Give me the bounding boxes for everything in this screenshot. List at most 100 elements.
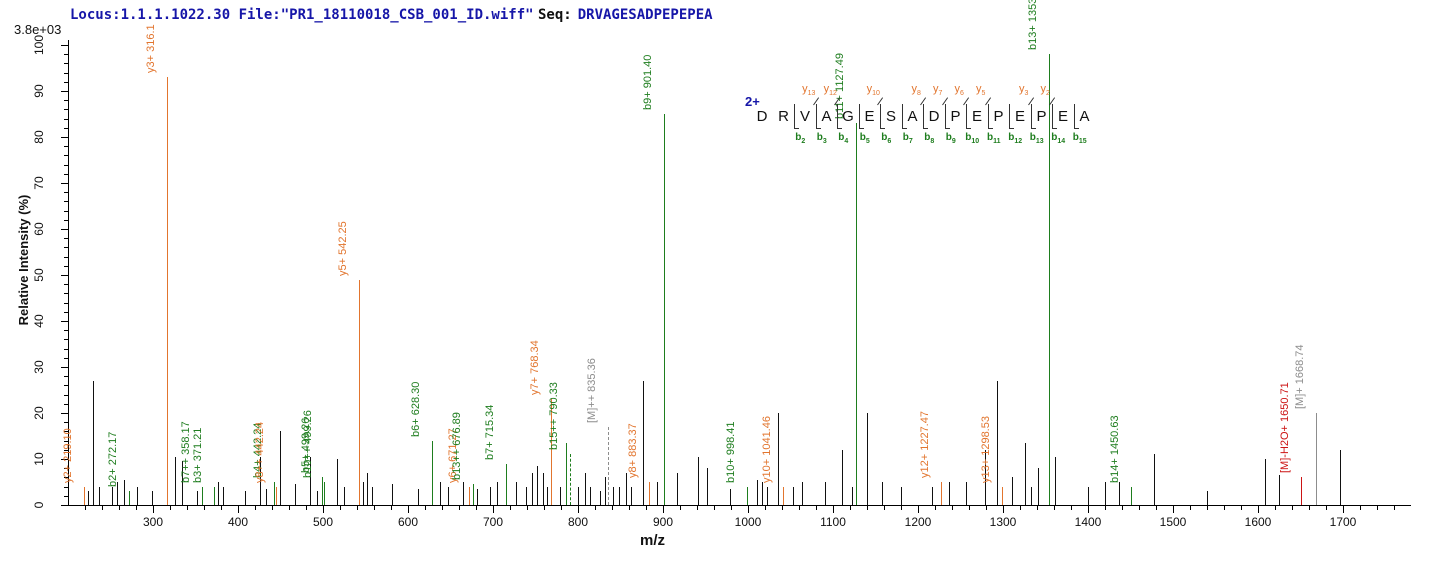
x-minor-tick — [221, 506, 222, 510]
b-ion-label: b5 — [859, 132, 870, 145]
x-minor-tick — [935, 506, 936, 510]
peak — [648, 482, 650, 505]
residue-letter: R — [778, 108, 789, 125]
peak — [608, 426, 610, 505]
x-minor-tick — [595, 506, 596, 510]
peak — [600, 491, 602, 505]
x-tick-label: 1100 — [820, 515, 846, 529]
peak — [965, 482, 967, 505]
b-ion-label: b3 — [816, 132, 827, 145]
peak — [824, 482, 826, 505]
peak — [515, 482, 517, 505]
x-tick-label: 1600 — [1244, 515, 1272, 529]
peak-label: [M]-H2O+ 1650.71 — [1279, 382, 1292, 474]
peak — [447, 486, 449, 505]
x-minor-tick — [1241, 506, 1242, 510]
y-minor-tick — [64, 376, 68, 378]
peak — [1088, 486, 1089, 505]
y-minor-tick — [64, 339, 68, 341]
x-tick-label: 900 — [652, 515, 674, 529]
peak — [1301, 477, 1303, 505]
x-minor-tick — [1309, 506, 1310, 510]
y-ion-label: y8 — [911, 83, 921, 98]
residue-letter: A — [821, 108, 832, 125]
x-minor-tick — [272, 506, 273, 510]
fragment-divider — [794, 104, 796, 129]
y-tick-label: 60 — [32, 222, 46, 236]
fragment-divider — [987, 104, 989, 129]
y-minor-tick — [64, 238, 68, 240]
b-ion-foot — [944, 128, 950, 129]
peak — [948, 482, 950, 505]
x-major-tick — [918, 506, 919, 513]
x-minor-tick — [816, 506, 817, 510]
peak-label: y8+ 883.37 — [626, 423, 639, 478]
peak — [473, 484, 475, 505]
peak — [642, 380, 644, 505]
y-tick-label: 10 — [32, 452, 46, 466]
y-minor-tick — [64, 127, 68, 129]
peak — [129, 491, 131, 505]
x-minor-tick — [204, 506, 205, 510]
peak-label: b6+ 628.30 — [410, 381, 423, 437]
x-tick-label: 1300 — [989, 515, 1017, 529]
peak — [275, 486, 277, 505]
y-minor-tick — [64, 403, 68, 405]
y-minor-tick — [64, 118, 68, 120]
peak — [367, 472, 369, 505]
peak — [802, 482, 804, 505]
peak — [1054, 456, 1056, 505]
x-minor-tick — [969, 506, 970, 510]
peak — [175, 456, 177, 505]
peak — [279, 431, 281, 505]
peak-label: b7++ 358.17 — [180, 420, 193, 483]
y-major-tick — [61, 321, 68, 322]
peak — [676, 472, 678, 505]
residue-letter: A — [907, 108, 918, 125]
peak — [324, 482, 326, 505]
peak-label: b11+ 1127.49 — [834, 53, 847, 120]
x-minor-tick — [1122, 506, 1123, 510]
x-major-tick — [238, 506, 239, 513]
x-minor-tick — [986, 506, 987, 510]
peak — [322, 477, 324, 505]
peak — [1048, 54, 1050, 505]
y-minor-tick — [64, 201, 68, 203]
residue-letter: E — [1014, 108, 1026, 125]
x-major-tick — [1003, 506, 1004, 513]
x-minor-tick — [476, 506, 477, 510]
peak — [766, 486, 768, 505]
y-minor-tick — [64, 146, 68, 148]
y-minor-tick — [64, 164, 68, 166]
peak — [856, 123, 858, 505]
x-minor-tick — [901, 506, 902, 510]
peak — [618, 486, 620, 505]
peak — [1031, 486, 1033, 505]
peak — [181, 461, 183, 505]
peak — [560, 486, 562, 505]
peak — [1105, 482, 1106, 505]
peak — [136, 486, 138, 505]
y-axis-title: Relative Intensity (%) — [16, 194, 31, 326]
sequence-header-value: DRVAGESADPEPEPEA — [577, 7, 713, 23]
peak — [372, 486, 374, 505]
y-tick-label: 30 — [32, 360, 46, 374]
x-minor-tick — [561, 506, 562, 510]
y-major-tick — [61, 45, 68, 46]
x-minor-tick — [1156, 506, 1157, 510]
x-minor-tick — [731, 506, 732, 510]
peak — [589, 486, 591, 505]
y-ion-hook — [877, 97, 884, 106]
y-tick-label: 70 — [32, 176, 46, 190]
peak — [222, 486, 224, 505]
peak — [901, 486, 902, 505]
peak — [867, 413, 868, 505]
peak — [213, 486, 215, 505]
b-ion-foot — [815, 128, 821, 129]
y-minor-tick — [64, 495, 68, 497]
peak — [1316, 413, 1318, 505]
x-tick-label: 500 — [312, 515, 334, 529]
fragment-divider — [1073, 104, 1075, 129]
fragment-divider — [966, 104, 968, 129]
peak-label: y8++ 442.24 — [253, 421, 266, 483]
